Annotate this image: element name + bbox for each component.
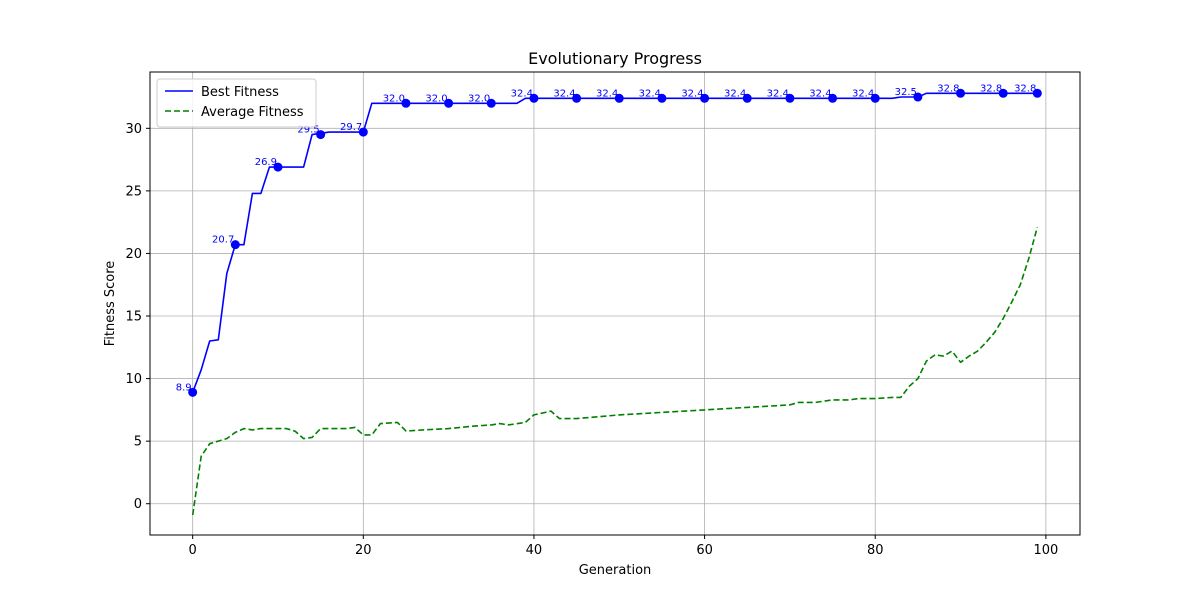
y-tick-label: 5 bbox=[134, 435, 142, 450]
best-fitness-value-label: 32.8 bbox=[937, 83, 959, 94]
best-fitness-marker bbox=[700, 93, 710, 103]
x-tick-label: 60 bbox=[696, 543, 713, 558]
x-tick-label: 20 bbox=[355, 543, 372, 558]
x-tick-label: 0 bbox=[189, 543, 197, 558]
best-fitness-marker bbox=[742, 93, 752, 103]
best-fitness-marker bbox=[188, 387, 198, 397]
best-fitness-value-label: 32.4 bbox=[681, 88, 703, 99]
series-line-average-fitness bbox=[191, 226, 1039, 516]
best-fitness-marker bbox=[572, 93, 582, 103]
best-fitness-marker bbox=[273, 162, 283, 172]
y-tick-label: 15 bbox=[125, 310, 142, 325]
plot-area-frame bbox=[149, 71, 1081, 536]
x-tick-label: 80 bbox=[867, 543, 884, 558]
best-fitness-marker bbox=[657, 93, 667, 103]
best-fitness-marker bbox=[358, 127, 368, 137]
best-fitness-marker bbox=[444, 98, 454, 108]
y-tick-label: 30 bbox=[125, 122, 142, 137]
best-fitness-value-label: 29.7 bbox=[340, 122, 362, 133]
best-fitness-value-label: 29.5 bbox=[297, 125, 319, 136]
best-fitness-marker bbox=[785, 93, 795, 103]
legend-box bbox=[156, 78, 317, 128]
x-tick-label: 40 bbox=[526, 543, 543, 558]
best-fitness-marker bbox=[230, 240, 240, 250]
best-fitness-value-label: 32.4 bbox=[511, 88, 533, 99]
legend: Best Fitness Average Fitness bbox=[156, 78, 317, 128]
best-fitness-marker bbox=[614, 93, 624, 103]
best-fitness-marker bbox=[529, 93, 539, 103]
best-fitness-value-label: 32.0 bbox=[425, 93, 447, 104]
y-tick-label: 25 bbox=[125, 184, 142, 199]
axis-ticks: 0 20 40 60 80 100 0 5 10 15 20 25 30 bbox=[125, 122, 1058, 558]
best-fitness-marker bbox=[828, 93, 838, 103]
best-fitness-value-label: 32.4 bbox=[809, 88, 831, 99]
best-fitness-value-label: 32.4 bbox=[553, 88, 575, 99]
y-axis-title: Fitness Score bbox=[103, 261, 118, 347]
series-line-best-fitness bbox=[191, 92, 1038, 393]
y-tick-label: 0 bbox=[134, 497, 142, 512]
best-fitness-value-label: 8.9 bbox=[176, 382, 192, 393]
best-fitness-value-label: 32.5 bbox=[895, 87, 917, 98]
x-tick-label: 100 bbox=[1033, 543, 1058, 558]
best-fitness-value-label: 32.8 bbox=[1014, 83, 1036, 94]
best-fitness-marker bbox=[998, 88, 1008, 98]
best-fitness-marker bbox=[1032, 88, 1042, 98]
best-fitness-value-label: 32.4 bbox=[852, 88, 874, 99]
x-axis-title: Generation bbox=[579, 563, 652, 578]
series-lines bbox=[191, 92, 1039, 516]
best-fitness-value-label: 20.7 bbox=[212, 235, 234, 246]
best-fitness-marker bbox=[956, 88, 966, 98]
best-fitness-value-label: 32.0 bbox=[468, 93, 490, 104]
best-fitness-marker bbox=[316, 130, 326, 140]
best-fitness-value-label: 32.8 bbox=[980, 83, 1002, 94]
data-labels: 8.9 20.7 26.9 29.5 29.7 32.0 32.0 32.0 32.4 32.4 3… bbox=[176, 83, 1037, 393]
best-fitness-value-label: 32.0 bbox=[383, 93, 405, 104]
best-fitness-value-label: 32.4 bbox=[596, 88, 618, 99]
y-tick-label: 20 bbox=[125, 247, 142, 262]
best-fitness-value-label: 26.9 bbox=[255, 157, 277, 168]
legend-label-average-fitness: Average Fitness bbox=[201, 105, 304, 120]
best-fitness-value-label: 32.4 bbox=[724, 88, 746, 99]
best-fitness-marker bbox=[913, 92, 923, 102]
best-fitness-marker bbox=[486, 98, 496, 108]
legend-label-best-fitness: Best Fitness bbox=[201, 85, 279, 100]
grid-lines bbox=[150, 72, 1080, 535]
marker-points bbox=[188, 88, 1042, 397]
y-tick-label: 10 bbox=[125, 372, 142, 387]
best-fitness-value-label: 32.4 bbox=[639, 88, 661, 99]
best-fitness-marker bbox=[401, 98, 411, 108]
best-fitness-marker bbox=[870, 93, 880, 103]
chart-title: Evolutionary Progress bbox=[528, 49, 702, 68]
best-fitness-value-label: 32.4 bbox=[767, 88, 789, 99]
